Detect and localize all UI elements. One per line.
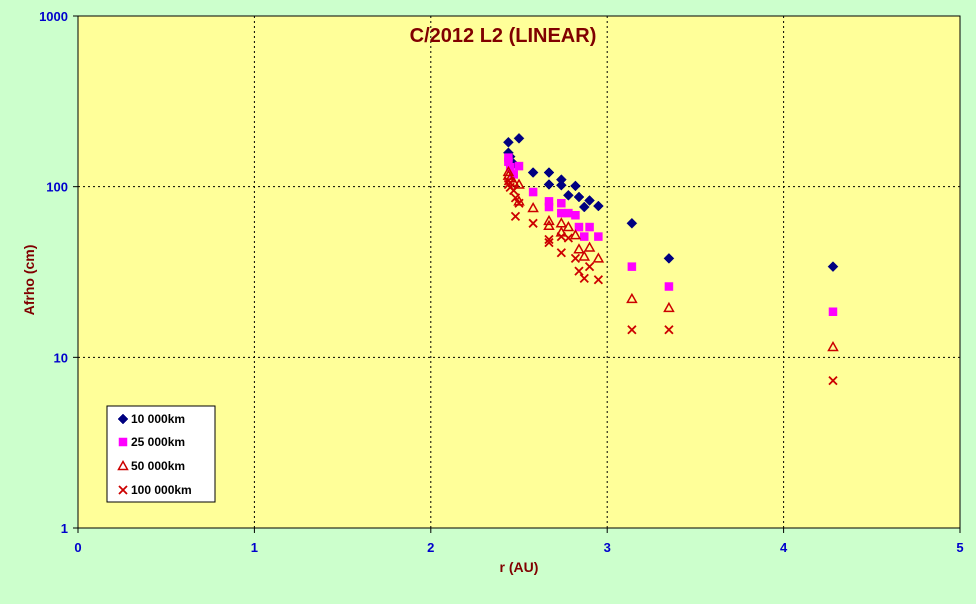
data-point-100000km <box>563 233 574 243</box>
y-tick-label: 10 <box>54 350 68 365</box>
data-markers <box>502 132 839 386</box>
data-point-25000km <box>544 202 554 212</box>
x-tick-label: 4 <box>780 540 788 555</box>
legend-marker-25000km <box>118 437 128 447</box>
data-point-50000km <box>626 292 638 304</box>
data-point-100000km <box>503 176 514 186</box>
legend-label-10000km: 10 000km <box>131 412 185 426</box>
data-point-100000km <box>584 261 595 272</box>
data-point-50000km <box>543 214 555 226</box>
chart-title: C/2012 L2 (LINEAR) <box>410 25 597 47</box>
data-point-10000km <box>578 201 590 213</box>
data-point-100000km <box>510 211 521 221</box>
data-point-10000km <box>626 217 638 229</box>
data-point-10000km <box>573 191 585 203</box>
data-point-25000km <box>585 222 594 232</box>
data-point-10000km <box>527 167 539 178</box>
data-point-25000km <box>557 208 566 218</box>
data-point-25000km <box>528 187 538 197</box>
data-point-100000km <box>528 218 538 228</box>
data-point-50000km <box>543 219 555 231</box>
data-point-50000km <box>578 250 591 261</box>
data-point-10000km <box>543 167 555 178</box>
data-point-100000km <box>627 325 637 335</box>
legend-label-25000km: 25 000km <box>131 435 185 449</box>
data-point-100000km <box>828 376 838 386</box>
data-point-25000km <box>557 198 566 208</box>
data-point-25000km <box>580 232 589 241</box>
data-point-100000km <box>664 325 674 335</box>
data-point-100000km <box>593 275 604 285</box>
data-point-50000km <box>583 241 596 252</box>
data-point-25000km <box>514 161 524 171</box>
data-point-10000km <box>663 253 675 264</box>
data-point-50000km <box>527 201 539 213</box>
data-point-50000km <box>513 178 525 189</box>
data-point-100000km <box>514 198 524 208</box>
y-tick-label: 1 <box>61 521 68 536</box>
data-point-25000km <box>664 282 674 291</box>
data-point-100000km <box>544 234 554 245</box>
data-point-100000km <box>544 237 554 248</box>
data-point-10000km <box>570 180 581 192</box>
data-point-50000km <box>592 252 605 263</box>
data-point-50000km <box>573 243 585 254</box>
data-point-50000km <box>562 221 575 232</box>
data-point-100000km <box>509 185 519 196</box>
data-point-10000km <box>827 261 839 272</box>
data-point-100000km <box>574 266 584 276</box>
data-point-25000km <box>594 232 603 241</box>
data-point-25000km <box>571 211 580 220</box>
plot-area <box>77 15 961 529</box>
legend-marker-10000km <box>117 413 129 425</box>
legend-marker-100000km <box>118 485 128 495</box>
y-tick-label: 1000 <box>39 9 68 24</box>
data-point-100000km <box>570 253 581 264</box>
x-tick-label: 1 <box>251 540 258 555</box>
data-point-10000km <box>513 132 525 144</box>
y-tick-label: 100 <box>46 180 68 195</box>
y-axis-title: Afrho (cm) <box>21 245 37 316</box>
x-tick-label: 2 <box>427 540 434 555</box>
data-point-25000km <box>627 262 637 271</box>
x-tick-label: 5 <box>956 540 963 555</box>
data-point-10000km <box>543 179 555 190</box>
data-point-10000km <box>584 195 595 206</box>
legend-marker-50000km <box>117 459 129 471</box>
legend-label-100000km: 100 000km <box>131 483 192 497</box>
data-point-25000km <box>828 307 838 316</box>
data-point-50000km <box>569 229 582 240</box>
x-tick-label: 3 <box>604 540 611 555</box>
data-point-100000km <box>510 193 521 203</box>
data-point-10000km <box>563 189 574 201</box>
data-point-100000km <box>556 248 566 258</box>
data-point-10000km <box>555 179 567 191</box>
grid-lines <box>78 16 960 528</box>
data-point-50000km <box>663 301 675 313</box>
x-tick-label: 0 <box>74 540 81 555</box>
data-point-25000km <box>574 222 584 232</box>
data-point-50000km <box>827 340 839 352</box>
legend: 10 000km 25 000km 50 000km 100 000km <box>106 405 216 503</box>
data-point-10000km <box>503 136 514 148</box>
x-axis-title: r (AU) <box>500 559 539 575</box>
data-point-10000km <box>593 200 604 212</box>
data-point-100000km <box>579 273 589 284</box>
data-point-25000km <box>564 208 573 218</box>
legend-label-50000km: 50 000km <box>131 459 185 473</box>
legend-markers <box>117 413 129 495</box>
data-point-100000km <box>556 231 566 242</box>
